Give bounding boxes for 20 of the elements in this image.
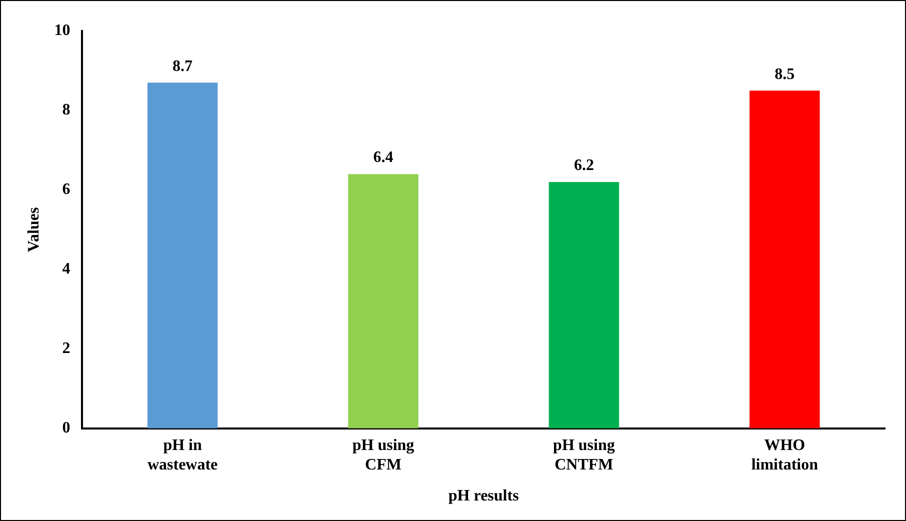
y-tick-label: 4 [62, 260, 70, 278]
x-tick-label: pH in wastewate [147, 437, 218, 474]
x-tick-label: pH using CFM [352, 437, 414, 474]
y-tick-label: 8 [62, 102, 70, 119]
y-tick-label: 2 [62, 340, 70, 358]
y-axis-title: Values [26, 207, 43, 252]
data-label: 6.2 [574, 157, 594, 174]
y-tick-label: 0 [62, 420, 70, 437]
y-tick-label: 6 [62, 181, 70, 198]
bar [348, 174, 418, 428]
data-label: 8.5 [774, 66, 795, 83]
bar [147, 82, 218, 428]
x-axis-title: pH results [448, 488, 519, 505]
x-tick-label: pH using CNTFM [553, 437, 615, 474]
y-tick-label: 10 [54, 22, 70, 40]
bar [548, 182, 620, 428]
data-label: 6.4 [373, 149, 394, 166]
bar [750, 90, 820, 428]
x-tick-label: WHO limitation [751, 437, 818, 474]
data-label: 8.7 [172, 58, 193, 75]
